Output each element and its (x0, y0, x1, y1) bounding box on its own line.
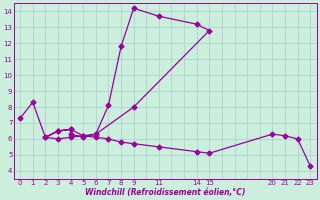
X-axis label: Windchill (Refroidissement éolien,°C): Windchill (Refroidissement éolien,°C) (85, 188, 245, 197)
